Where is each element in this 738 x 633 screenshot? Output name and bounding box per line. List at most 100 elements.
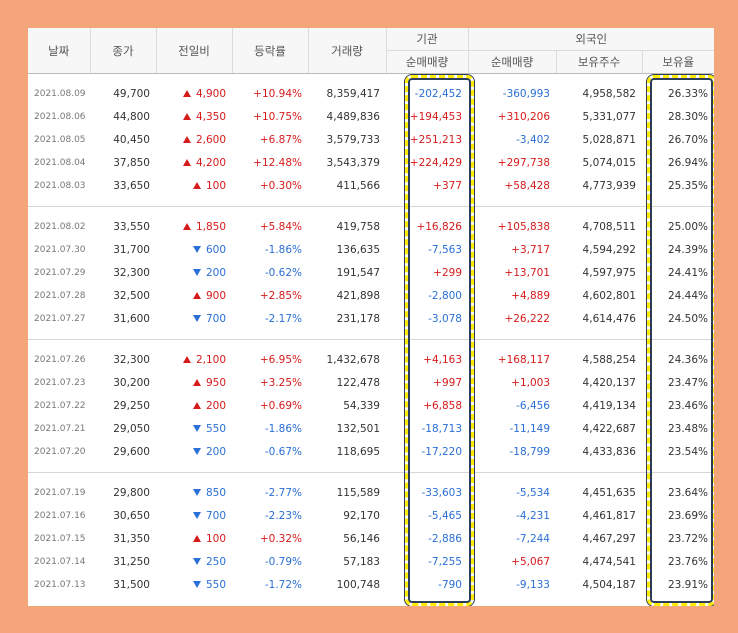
cell-foreign-ratio: 23.69%	[667, 509, 708, 522]
cell-foreign-holding: 4,433,836	[582, 445, 636, 458]
cell-rate: -2.23%	[264, 509, 302, 522]
cell-inst-net: -33,603	[421, 486, 462, 499]
cell-foreign-net: -9,133	[516, 578, 550, 591]
cell-date: 2021.07.29	[34, 267, 86, 278]
cell-rate: +10.75%	[253, 110, 302, 123]
down-triangle-icon	[192, 314, 201, 322]
cell-foreign-ratio: 23.91%	[667, 578, 708, 591]
cell-foreign-ratio: 26.94%	[667, 156, 708, 169]
cell-close: 31,700	[113, 243, 150, 256]
cell-volume: 136,635	[336, 243, 380, 256]
cell-change-value: 600	[205, 243, 226, 256]
cell-rate: -1.86%	[264, 243, 302, 256]
cell-foreign-net: +1,003	[511, 376, 550, 389]
investor-trading-table: 날짜 종가 전일비 등락률 거래량 기관 외국인 순매매량 순매매량 보유주수 …	[28, 28, 714, 596]
cell-rate: +12.48%	[253, 156, 302, 169]
down-triangle-icon	[192, 268, 201, 276]
down-triangle-icon	[192, 245, 201, 253]
cell-close: 32,500	[113, 289, 150, 302]
cell-change: 4,350	[156, 105, 232, 128]
up-triangle-icon	[182, 112, 191, 120]
cell-change: 200	[156, 440, 232, 463]
cell-rate: +5.84%	[259, 220, 302, 233]
cell-foreign-net: -360,993	[502, 87, 550, 100]
cell-foreign-holding: 4,708,511	[582, 220, 636, 233]
table-row: 2021.07.29 32,300 200 -0.62% 191,547 +299 +13,…	[28, 261, 714, 284]
cell-foreign-holding: 4,958,582	[582, 87, 636, 100]
cell-change-value: 250	[205, 555, 226, 568]
table-row: 2021.07.14 31,250 250 -0.79% 57,183 -7,255 +5,…	[28, 550, 714, 573]
cell-inst-net: +4,163	[423, 353, 462, 366]
cell-change: 200	[156, 261, 232, 284]
cell-close: 31,500	[113, 578, 150, 591]
cell-volume: 231,178	[336, 312, 380, 325]
cell-foreign-net: -11,149	[509, 422, 550, 435]
cell-close: 49,700	[113, 87, 150, 100]
header-rate: 등락률	[231, 28, 308, 74]
cell-rate: -0.67%	[264, 445, 302, 458]
cell-foreign-net: -3,402	[516, 133, 550, 146]
cell-volume: 4,489,836	[326, 110, 380, 123]
down-triangle-icon	[192, 511, 201, 519]
cell-change-value: 1,850	[195, 220, 226, 233]
cell-volume: 54,339	[343, 399, 380, 412]
cell-foreign-net: +4,889	[511, 289, 550, 302]
cell-inst-net: -202,452	[414, 87, 462, 100]
cell-date: 2021.07.30	[34, 244, 86, 255]
cell-change-value: 700	[205, 312, 226, 325]
down-triangle-icon	[192, 447, 201, 455]
up-triangle-icon	[182, 355, 191, 363]
cell-foreign-holding: 5,331,077	[582, 110, 636, 123]
cell-foreign-ratio: 25.00%	[667, 220, 708, 233]
cell-volume: 411,566	[336, 179, 380, 192]
cell-foreign-ratio: 23.47%	[667, 376, 708, 389]
cell-foreign-holding: 4,602,801	[582, 289, 636, 302]
cell-change-value: 900	[205, 289, 226, 302]
cell-change-value: 4,200	[195, 156, 226, 169]
cell-change: 2,100	[156, 348, 232, 371]
cell-date: 2021.08.06	[34, 111, 86, 122]
cell-change-value: 200	[205, 445, 226, 458]
cell-change: 4,200	[156, 151, 232, 174]
cell-date: 2021.08.04	[34, 157, 86, 168]
cell-foreign-net: +58,428	[504, 179, 550, 192]
table-row: 2021.07.23 30,200 950 +3.25% 122,478 +997 +1,0…	[28, 371, 714, 394]
cell-change: 700	[156, 307, 232, 330]
cell-close: 31,250	[113, 555, 150, 568]
up-triangle-icon	[192, 181, 201, 189]
table-row: 2021.07.16 30,650 700 -2.23% 92,170 -5,465 -4,…	[28, 504, 714, 527]
cell-foreign-net: +105,838	[497, 220, 550, 233]
up-triangle-icon	[182, 158, 191, 166]
up-triangle-icon	[182, 89, 191, 97]
cell-close: 29,800	[113, 486, 150, 499]
cell-foreign-holding: 4,467,297	[582, 532, 636, 545]
cell-inst-net: -790	[438, 578, 462, 591]
cell-close: 30,650	[113, 509, 150, 522]
cell-foreign-holding: 4,614,476	[582, 312, 636, 325]
cell-volume: 57,183	[343, 555, 380, 568]
table-row: 2021.07.26 32,300 2,100 +6.95% 1,432,678 +4,1…	[28, 348, 714, 371]
cell-foreign-ratio: 28.30%	[667, 110, 708, 123]
header-foreign-net: 순매매량	[467, 50, 556, 74]
up-triangle-icon	[192, 378, 201, 386]
cell-volume: 115,589	[336, 486, 380, 499]
cell-close: 40,450	[113, 133, 150, 146]
cell-foreign-net: +3,717	[511, 243, 550, 256]
cell-inst-net: +299	[433, 266, 462, 279]
down-triangle-icon	[192, 557, 201, 565]
header-foreign-ratio: 보유율	[641, 50, 714, 74]
cell-change-value: 100	[205, 532, 226, 545]
cell-close: 33,550	[113, 220, 150, 233]
cell-inst-net: +224,429	[409, 156, 462, 169]
table-row: 2021.08.03 33,650 100 +0.30% 411,566 +377 +58,…	[28, 174, 714, 197]
cell-date: 2021.07.26	[34, 354, 86, 365]
cell-foreign-holding: 4,422,687	[582, 422, 636, 435]
cell-volume: 421,898	[336, 289, 380, 302]
cell-volume: 56,146	[343, 532, 380, 545]
table-row: 2021.07.15 31,350 100 +0.32% 56,146 -2,886 -7,…	[28, 527, 714, 550]
header-close: 종가	[89, 28, 156, 74]
cell-close: 29,250	[113, 399, 150, 412]
cell-volume: 191,547	[336, 266, 380, 279]
cell-volume: 8,359,417	[326, 87, 380, 100]
cell-change-value: 100	[205, 179, 226, 192]
